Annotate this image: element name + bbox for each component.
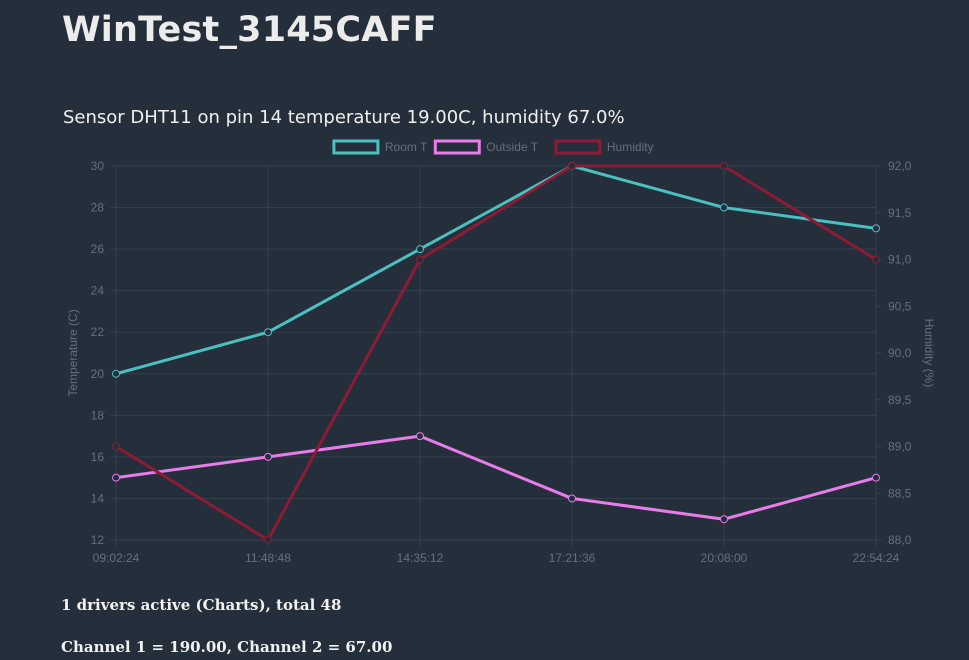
legend-label-room-t: Room T <box>385 140 428 154</box>
y-left-tick-label: 12 <box>91 533 105 547</box>
data-point-humidity[interactable] <box>720 162 728 170</box>
x-tick-label: 11:48:48 <box>245 551 291 565</box>
channel-values-text: Channel 1 = 190.00, Channel 2 = 67.00 <box>61 638 393 656</box>
legend-label-humidity: Humidity <box>607 140 654 154</box>
y-left-tick-label: 26 <box>91 242 105 256</box>
y-left-tick-label: 18 <box>91 408 105 422</box>
legend-swatch-humidity[interactable] <box>554 139 602 155</box>
page-title: WinTest_3145CAFF <box>62 10 437 50</box>
data-point-humidity[interactable] <box>264 536 272 544</box>
data-point-room-t[interactable] <box>416 245 424 254</box>
y-right-tick-label: 91,5 <box>888 206 912 220</box>
x-tick-label: 09:02:24 <box>93 551 140 565</box>
y-left-tick-label: 16 <box>91 450 105 464</box>
drivers-status-text: 1 drivers active (Charts), total 48 <box>61 596 342 614</box>
x-tick-label: 22:54:24 <box>853 551 900 565</box>
legend-swatch-room-t[interactable] <box>332 139 380 155</box>
y-left-tick-label: 14 <box>91 491 105 505</box>
data-point-room-t[interactable] <box>264 328 272 337</box>
x-tick-label: 14:35:12 <box>397 551 444 565</box>
y-left-tick-label: 22 <box>91 325 105 339</box>
data-point-outside-t[interactable] <box>264 452 272 461</box>
y-left-tick-label: 24 <box>91 284 105 298</box>
y-right-tick-label: 88,0 <box>888 533 912 547</box>
data-point-room-t[interactable] <box>720 203 728 212</box>
data-point-humidity[interactable] <box>568 162 576 170</box>
data-point-outside-t[interactable] <box>720 515 728 524</box>
data-point-outside-t[interactable] <box>568 494 576 503</box>
data-point-humidity[interactable] <box>872 255 880 264</box>
sensor-line-chart: 12 14 16 18 20 22 24 26 28 30 88,0 88,5 89,0 89,5 90,0… <box>66 139 936 565</box>
series-line-room-t <box>115 164 877 376</box>
x-tick-label: 17:21:36 <box>549 551 596 565</box>
data-point-humidity[interactable] <box>112 442 120 451</box>
y-left-axis-title: Temperature (C) <box>66 309 80 396</box>
data-point-room-t[interactable] <box>112 369 120 378</box>
series-line-outside-t <box>115 434 877 521</box>
series-line-humidity <box>115 164 877 542</box>
y-right-tick-label: 91,0 <box>888 253 912 267</box>
data-point-outside-t[interactable] <box>112 473 120 482</box>
y-right-tick-label: 89,0 <box>888 440 912 454</box>
y-right-tick-label: 92,0 <box>888 159 912 173</box>
y-right-axis-title: Humidity (%) <box>922 319 936 388</box>
y-right-tick-label: 89,5 <box>888 393 912 407</box>
data-point-outside-t[interactable] <box>872 473 880 482</box>
sensor-status-text: Sensor DHT11 on pin 14 temperature 19.00… <box>63 107 625 128</box>
data-point-humidity[interactable] <box>416 255 424 264</box>
y-left-tick-label: 20 <box>91 367 105 381</box>
y-left-tick-label: 30 <box>91 159 105 173</box>
y-right-tick-label: 88,5 <box>888 486 912 500</box>
legend-swatch-outside-t[interactable] <box>433 139 481 155</box>
y-left-tick-label: 28 <box>91 201 105 215</box>
x-tick-label: 20:08:00 <box>701 551 748 565</box>
data-point-room-t[interactable] <box>872 224 880 233</box>
legend-label-outside-t: Outside T <box>486 140 538 154</box>
data-point-outside-t[interactable] <box>416 432 424 441</box>
y-right-tick-label: 90,0 <box>888 346 912 360</box>
y-right-tick-label: 90,5 <box>888 299 912 313</box>
